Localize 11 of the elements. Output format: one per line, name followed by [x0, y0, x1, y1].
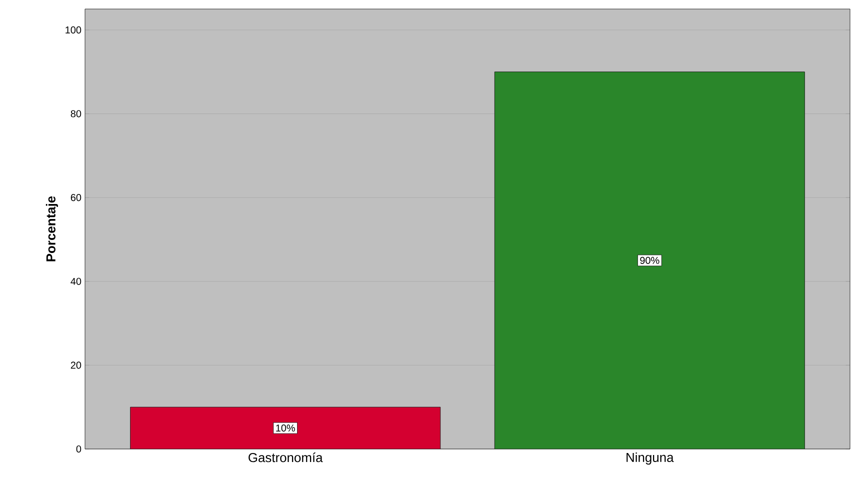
- y-tick-label: 40: [70, 278, 82, 285]
- y-tick-label: 100: [66, 26, 82, 34]
- y-tick-label: 80: [70, 110, 82, 118]
- x-tick-label: Gastronomía: [248, 452, 323, 462]
- y-axis-title: Porcentaje: [46, 196, 58, 262]
- y-tick-label: 0: [76, 445, 82, 453]
- x-tick-label: Ninguna: [626, 452, 674, 465]
- y-tick-label: 60: [70, 194, 82, 202]
- data-label: 90%: [640, 256, 660, 264]
- y-tick-label: 20: [70, 362, 82, 369]
- data-label: 10%: [276, 424, 295, 432]
